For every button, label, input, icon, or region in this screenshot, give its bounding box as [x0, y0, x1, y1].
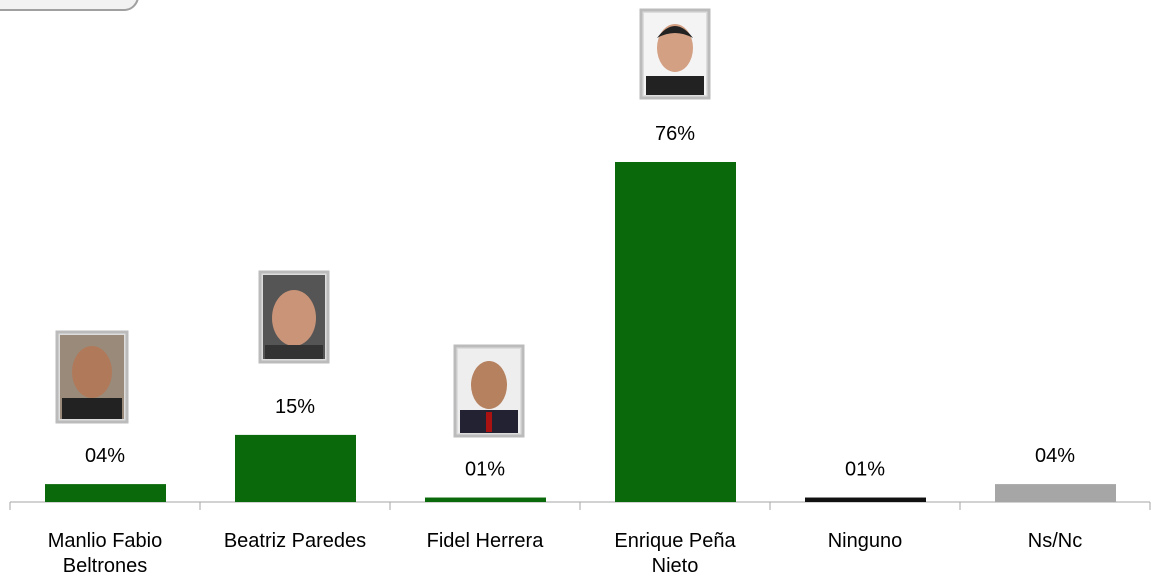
- photo: [258, 270, 330, 364]
- value-label: 15%: [275, 396, 315, 418]
- x-tick-label: Manlio Fabio Beltrones: [47, 530, 163, 577]
- value-label: 04%: [85, 445, 125, 467]
- x-tick-label: Enrique Peña Nieto: [614, 530, 736, 577]
- bar: [995, 484, 1116, 502]
- photo: [639, 8, 711, 100]
- bar: [425, 497, 546, 502]
- bar: [45, 484, 166, 502]
- value-label: 01%: [465, 459, 505, 481]
- value-label: 01%: [845, 459, 885, 481]
- value-label: 76%: [655, 123, 695, 145]
- bar: [235, 434, 356, 502]
- bar: [805, 497, 926, 502]
- value-label: 04%: [1035, 445, 1075, 467]
- x-tick-label: Fidel Herrera: [426, 530, 544, 552]
- x-tick-label: Ns/Nc: [1027, 530, 1083, 552]
- x-tick-label: Beatriz Paredes: [223, 530, 367, 552]
- bar: [615, 162, 736, 502]
- photo: [453, 344, 525, 438]
- logo: [0, 0, 139, 11]
- photo: [55, 330, 129, 424]
- x-tick-label: Ninguno: [827, 530, 903, 552]
